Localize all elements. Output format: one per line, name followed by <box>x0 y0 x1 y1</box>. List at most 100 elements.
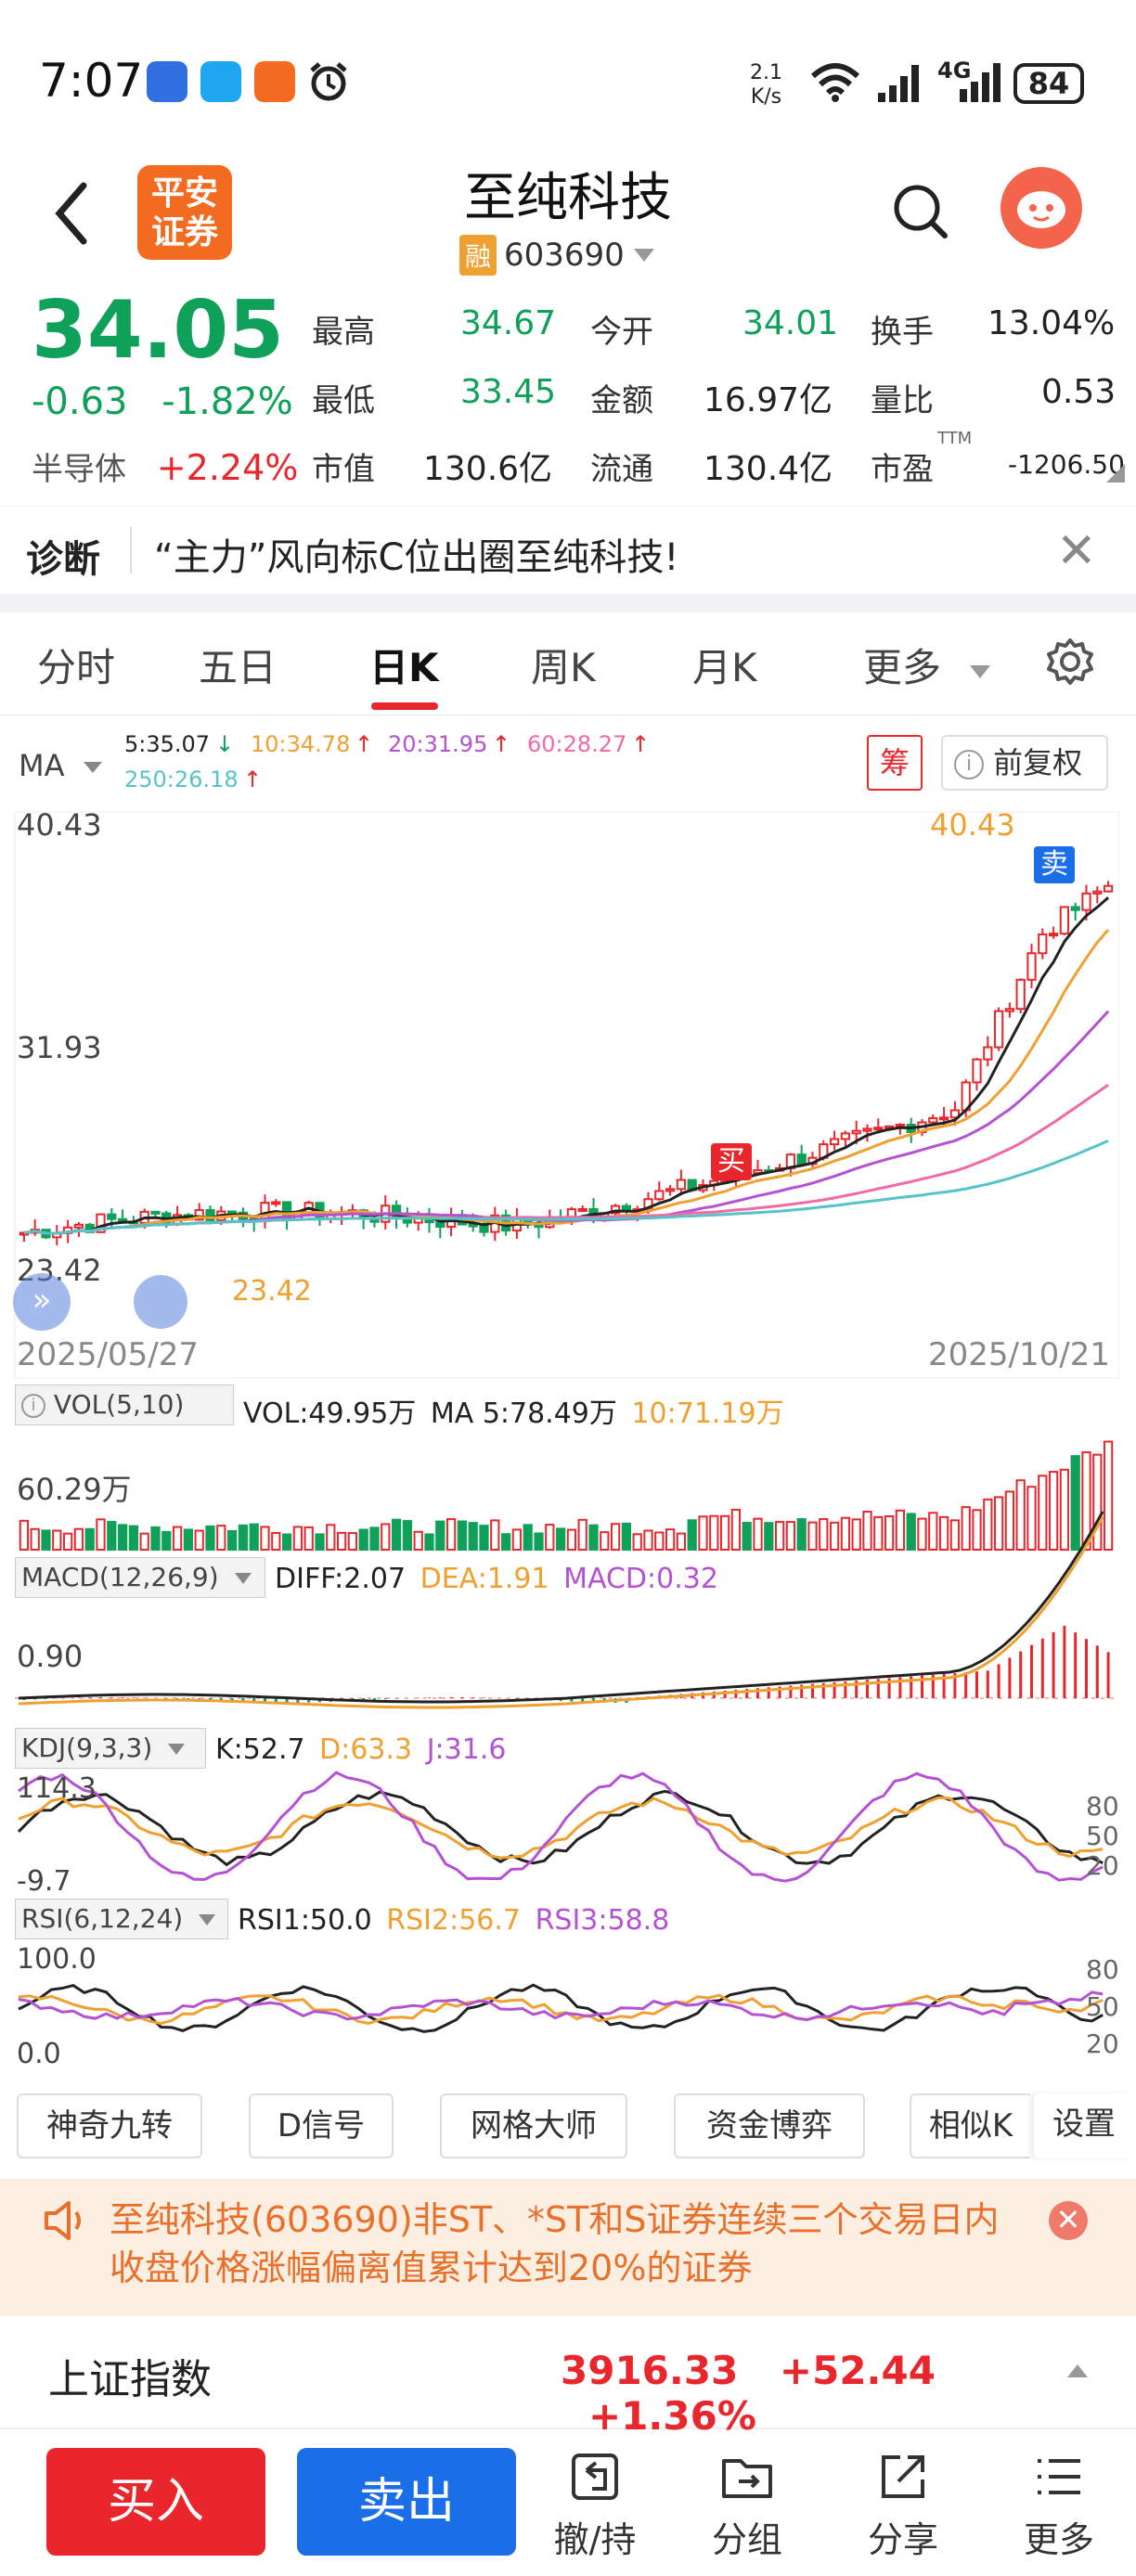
volume-bar <box>753 1517 763 1552</box>
stock-code-selector[interactable]: 融 603690 <box>459 232 656 278</box>
vol-indicator-selector[interactable]: i VOL(5,10) <box>15 1385 234 1425</box>
tab-more[interactable]: 更多 <box>863 637 992 693</box>
adjust-selector[interactable]: i 前复权 <box>941 735 1108 791</box>
volume-bar <box>961 1506 971 1551</box>
ma250-arrow: ↑ <box>243 766 263 792</box>
chevron-up-icon[interactable] <box>1065 2363 1090 2379</box>
sell-button[interactable]: 卖出 <box>297 2448 516 2556</box>
strategy-magic-nine[interactable]: 神奇九转 <box>17 2093 202 2158</box>
volume-bar <box>1004 1490 1015 1552</box>
candle-body <box>1026 952 1037 981</box>
strategy-fund-game[interactable]: 资金博弈 <box>674 2093 865 2158</box>
candle-body <box>949 1109 961 1119</box>
sector-row[interactable]: 半导体 +2.24% <box>32 444 298 489</box>
candle-body <box>796 1153 807 1166</box>
kdj-indicator-selector[interactable]: KDJ(9,3,3) <box>15 1728 206 1769</box>
volume-bar <box>281 1533 292 1552</box>
group-button[interactable]: 分组 <box>687 2450 807 2562</box>
strategy-settings[interactable]: 设置 <box>1034 2093 1134 2158</box>
tab-weekly-k[interactable]: 周K <box>531 645 596 690</box>
back-button[interactable] <box>46 176 102 251</box>
volume-bar <box>840 1516 851 1552</box>
ma60-value: 60:28.27 <box>527 731 627 757</box>
macd-indicator-selector[interactable]: MACD(12,26,9) <box>15 1557 265 1598</box>
assistant-avatar[interactable] <box>1000 167 1082 249</box>
expand-left-button[interactable]: » <box>13 1273 71 1331</box>
volume-bar <box>402 1520 413 1552</box>
turnover-label: 换手 <box>871 314 934 351</box>
withdraw-hold-button[interactable]: 撤/持 <box>535 2450 655 2562</box>
kline-axis-high: 40.43 <box>17 807 102 843</box>
rsi3-line <box>18 1990 1104 2022</box>
volume-bar <box>1059 1468 1070 1551</box>
volume-bar <box>1092 1453 1103 1552</box>
rsi-indicator-selector[interactable]: RSI(6,12,24) <box>15 1899 228 1939</box>
rsi-level-80: 80 <box>1086 1954 1119 1985</box>
withdraw-icon <box>572 2454 618 2500</box>
margin-badge: 融 <box>459 235 497 276</box>
strategy-d-signal[interactable]: D信号 <box>249 2093 394 2158</box>
macd-dea-line <box>18 1516 1104 1709</box>
tab-monthly-k[interactable]: 月K <box>692 645 757 690</box>
vol-axis-label: 60.29万 <box>17 1472 132 1507</box>
buy-button[interactable]: 买入 <box>46 2448 265 2556</box>
volume-bar <box>1038 1475 1048 1552</box>
candle-body <box>665 1188 676 1192</box>
market-cap-value: 130.6亿 <box>423 450 553 488</box>
group-label: 分组 <box>711 2519 782 2560</box>
volume-bar <box>19 1519 30 1552</box>
kline-chart[interactable] <box>0 715 1136 2097</box>
date-start: 2025/05/27 <box>17 1336 199 1373</box>
volume-bar <box>545 1524 555 1552</box>
chip-distribution-button[interactable]: 筹 <box>867 735 923 791</box>
candle-body <box>840 1132 851 1140</box>
tab-five-day[interactable]: 五日 <box>199 645 278 690</box>
rsi-level-50: 50 <box>1086 1991 1119 2022</box>
volume-bar <box>205 1525 215 1552</box>
section-divider <box>0 594 1136 612</box>
diagnosis-text[interactable]: “主力”风向标C位出圈至纯科技! <box>154 536 679 579</box>
index-ticker[interactable] <box>0 2316 1136 2429</box>
current-price: 34.05 <box>32 284 285 377</box>
candle-body <box>1081 892 1091 911</box>
volume-bar <box>468 1522 478 1552</box>
macd-axis-label: 0.90 <box>17 1639 84 1674</box>
candle-body <box>829 1138 840 1146</box>
chevron-down-icon <box>970 665 991 678</box>
price-change: -0.63 -1.82% <box>32 380 293 423</box>
sell-signal-marker[interactable]: 卖 <box>1034 846 1075 883</box>
tab-daily-k[interactable]: 日K <box>369 645 439 690</box>
volume-bar <box>172 1526 183 1551</box>
volume-bar <box>490 1519 500 1551</box>
pe-ttm-suffix: TTM <box>937 429 973 448</box>
ma-selector[interactable]: MA <box>19 748 104 783</box>
close-icon[interactable]: ✕ <box>1056 523 1097 579</box>
volume-bar <box>1026 1486 1037 1552</box>
share-button[interactable]: 分享 <box>843 2450 963 2562</box>
close-icon[interactable]: ✕ <box>1049 2201 1088 2240</box>
broker-notification-icon <box>254 61 295 102</box>
open-label: 今开 <box>590 314 653 351</box>
volume-bar <box>807 1521 818 1551</box>
draw-tool-button[interactable] <box>134 1275 187 1329</box>
volume-bar <box>41 1529 51 1552</box>
rsi-readout: RSI1:50.0 RSI2:56.7 RSI3:58.8 <box>238 1904 669 1937</box>
volume-bar <box>358 1528 368 1551</box>
diagnosis-bar[interactable] <box>0 506 1136 595</box>
volume-bar <box>96 1518 106 1551</box>
search-button[interactable] <box>891 182 950 241</box>
notice-banner[interactable] <box>0 2179 1136 2316</box>
corner-expand-icon[interactable] <box>1106 464 1125 483</box>
candle-body <box>983 1046 993 1061</box>
macd-label: MACD(12,26,9) <box>21 1562 219 1592</box>
buy-signal-marker[interactable]: 买 <box>711 1143 752 1180</box>
high-value: 34.67 <box>460 304 557 342</box>
more-button[interactable]: 更多 <box>999 2450 1119 2562</box>
network-speed: 2.1 K/s <box>750 61 782 109</box>
tab-intraday[interactable]: 分时 <box>37 645 116 690</box>
volume-bar <box>73 1527 84 1552</box>
strategy-similar-k[interactable]: 相似K <box>910 2093 1030 2158</box>
strategy-grid-master[interactable]: 网格大师 <box>440 2093 627 2158</box>
gear-icon[interactable] <box>1045 637 1095 687</box>
candle-body <box>938 1116 949 1121</box>
